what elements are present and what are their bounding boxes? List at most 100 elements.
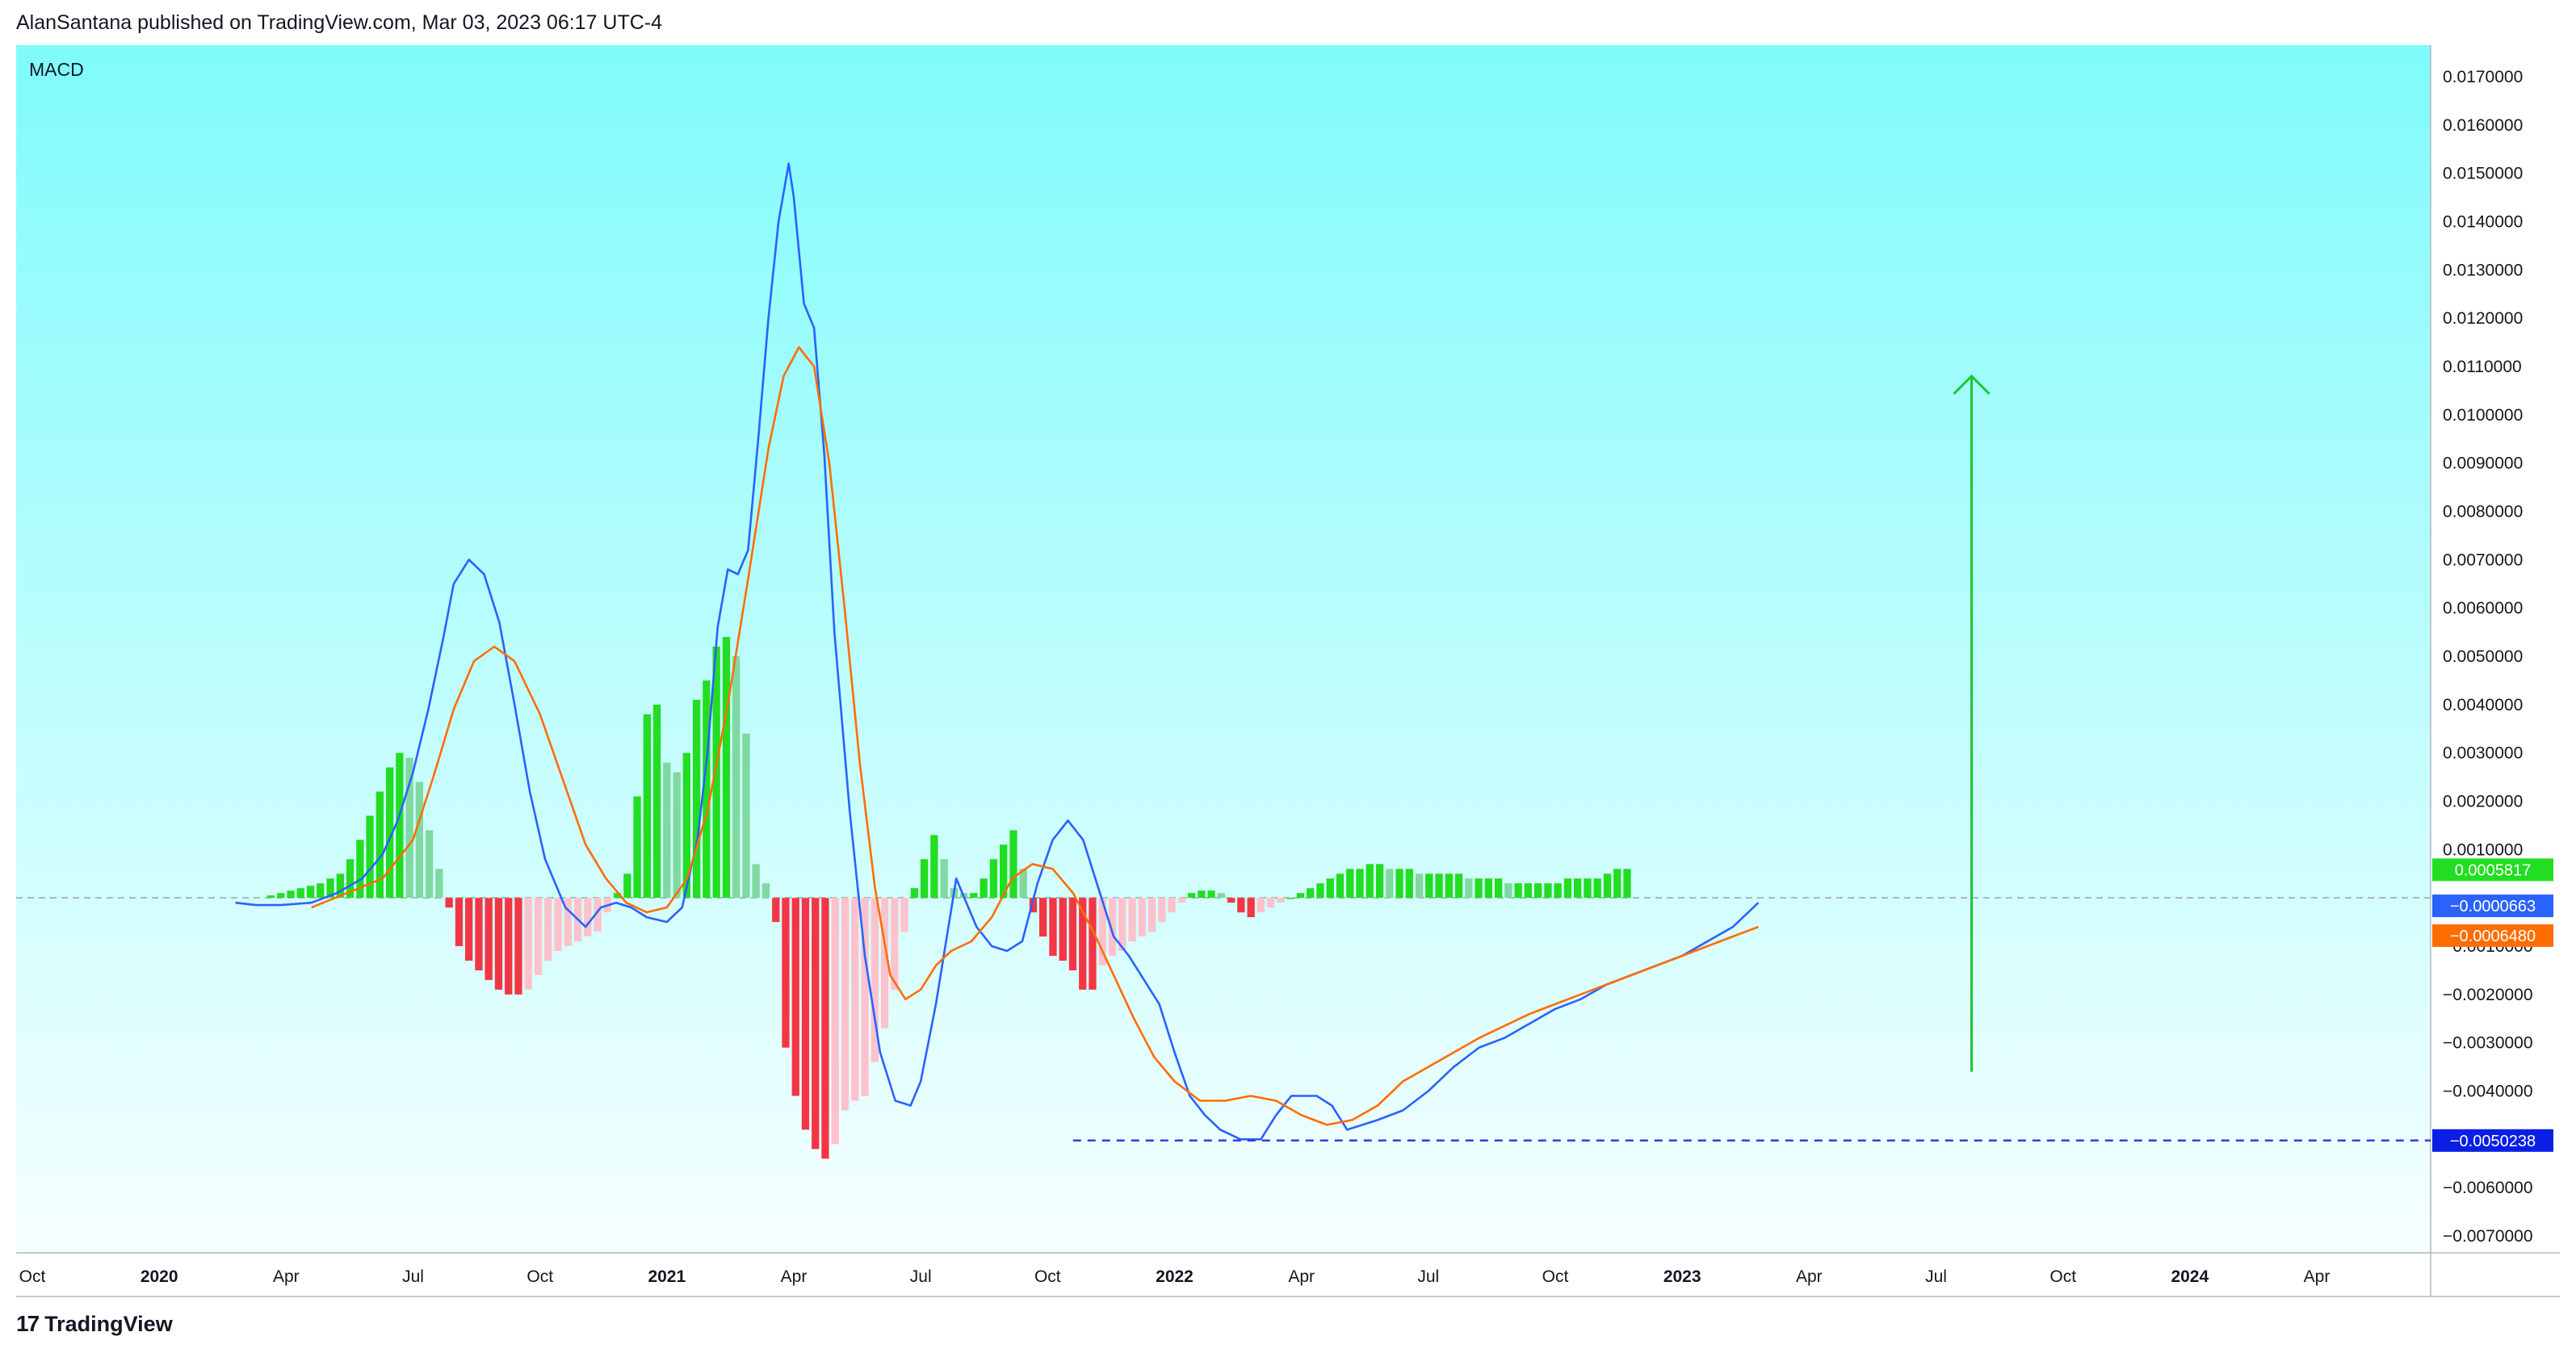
time-axis[interactable]: Oct 2020 Apr Jul Oct 2021 Apr Jul Oct 2022 Apr Jul O… (19, 1267, 2331, 1286)
price-label-tag: 0.0005817 (2432, 858, 2553, 882)
y-tick-label: 0.0020000 (2443, 793, 2523, 811)
histogram-group (266, 637, 1631, 1159)
x-tick-label: Oct (527, 1267, 553, 1286)
tradingview-brand-text: TradingView (44, 1311, 173, 1336)
histogram-bar (782, 898, 790, 1048)
macd-line (235, 162, 1760, 1141)
histogram-bar (1623, 869, 1631, 899)
histogram-bar (1089, 898, 1097, 990)
y-tick-label: −0.0040000 (2443, 1083, 2533, 1101)
histogram-bar (1177, 898, 1185, 903)
y-tick-label: 0.0130000 (2443, 261, 2523, 279)
histogram-bar (623, 873, 631, 899)
histogram-bar (1147, 898, 1156, 932)
x-tick-label: Jul (1925, 1267, 1947, 1286)
histogram-bar (1366, 864, 1374, 899)
histogram-bar (584, 898, 592, 937)
histogram-bar (494, 898, 503, 990)
price-label-text: 0.0005817 (2455, 861, 2532, 879)
histogram-bar (1336, 873, 1345, 899)
x-tick-label: Apr (781, 1267, 808, 1286)
up-arrow-head (1953, 374, 1991, 396)
histogram-bar (475, 898, 483, 970)
histogram-bar (485, 898, 493, 980)
histogram-bar (1386, 869, 1394, 899)
x-tick-label: Oct (1034, 1267, 1061, 1286)
x-tick-label: Apr (2304, 1267, 2331, 1286)
histogram-bar (386, 767, 394, 899)
histogram-bar (1237, 898, 1245, 913)
histogram-bar (1554, 883, 1562, 899)
y-tick-label: 0.0090000 (2443, 454, 2523, 473)
tradingview-logo[interactable]: 17 TradingView (16, 1311, 173, 1337)
histogram-bar (1544, 883, 1552, 899)
histogram-bar (1524, 883, 1532, 899)
y-tick-label: −0.0070000 (2443, 1227, 2533, 1246)
y-tick-label: 0.0140000 (2443, 213, 2523, 232)
histogram-bar (1029, 898, 1038, 913)
histogram-bar (851, 898, 859, 1101)
histogram-bar (989, 859, 998, 899)
histogram-bar (346, 859, 355, 899)
price-label-box (2432, 858, 2553, 882)
signal-line (311, 346, 1759, 1126)
histogram-bar (663, 762, 671, 899)
histogram-bar (920, 859, 929, 899)
histogram-bar (326, 878, 334, 899)
price-axis[interactable]: 0.0170000 0.0160000 0.0150000 0.0140000 0.01… (2443, 68, 2533, 1246)
price-label-tag: −0.0000663 (2432, 894, 2553, 918)
histogram-bar (1465, 878, 1473, 899)
histogram-bar (831, 898, 839, 1145)
histogram-bar (1574, 878, 1582, 899)
y-tick-label: 0.0060000 (2443, 599, 2523, 618)
x-tick-label: 2022 (1156, 1267, 1194, 1286)
histogram-bar (1405, 869, 1413, 899)
histogram-bar (1514, 883, 1522, 899)
histogram-bar (1395, 869, 1403, 899)
histogram-bar (317, 883, 325, 899)
y-tick-label: 0.0160000 (2443, 116, 2523, 135)
tradingview-logo-icon: 17 (16, 1311, 40, 1336)
histogram-bar (1168, 898, 1176, 913)
histogram-bar (465, 898, 473, 961)
histogram-bar (1603, 873, 1612, 899)
histogram-bar (613, 893, 622, 899)
price-label-text: −0.0000663 (2450, 898, 2536, 915)
histogram-bar (742, 733, 750, 899)
histogram-bar (1316, 883, 1324, 899)
arrow-group (1953, 374, 1991, 1072)
price-label-box (2432, 924, 2553, 947)
histogram-bar (1613, 869, 1622, 899)
histogram-bar (1346, 869, 1354, 899)
histogram-bar (306, 886, 315, 899)
price-label-box (2432, 1129, 2553, 1152)
histogram-bar (861, 898, 869, 1096)
histogram-bar (693, 699, 701, 899)
histogram-bar (1307, 888, 1315, 899)
histogram-bar (1356, 869, 1364, 899)
y-tick-label: 0.0070000 (2443, 551, 2523, 569)
x-tick-label: Oct (19, 1267, 46, 1286)
price-label-text: −0.0050238 (2450, 1133, 2536, 1150)
histogram-bar (1425, 873, 1433, 899)
histogram-bar (1326, 878, 1334, 899)
y-tick-label: −0.0020000 (2443, 986, 2533, 1004)
histogram-bar (930, 835, 938, 899)
histogram-bar (1207, 890, 1215, 899)
x-tick-label: Apr (1796, 1267, 1823, 1286)
histogram-bar (1296, 893, 1305, 899)
histogram-bar (564, 898, 572, 946)
histogram-bar (505, 898, 513, 995)
x-tick-label: Jul (910, 1267, 932, 1286)
histogram-bar (336, 873, 344, 899)
histogram-bar (1128, 898, 1136, 942)
histogram-bar (1504, 883, 1512, 899)
histogram-bar (445, 898, 453, 908)
histogram-bar (1277, 898, 1285, 903)
histogram-bar (1484, 878, 1492, 899)
x-tick-label: 2023 (1663, 1267, 1701, 1286)
x-tick-label: Apr (273, 1267, 300, 1286)
x-tick-label: 2021 (648, 1267, 686, 1286)
price-label-tag: −0.0050238 (2432, 1129, 2553, 1152)
